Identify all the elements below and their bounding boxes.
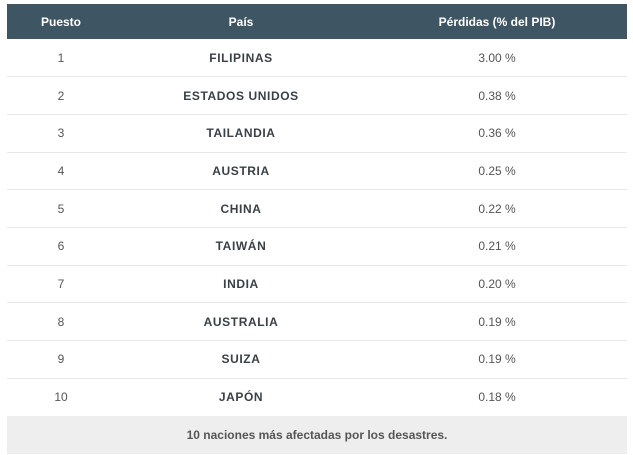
header-country: País	[228, 14, 254, 29]
rank-cell: 2	[57, 88, 65, 103]
rank-cell: 1	[57, 50, 65, 65]
table-body: 1 FILIPINAS 3.00 % 2 ESTADOS UNIDOS 0.38 % 3…	[7, 39, 627, 416]
rank-cell: 5	[57, 201, 65, 216]
table-row: 7 INDIA 0.20 %	[7, 265, 627, 303]
header-rank: Puesto	[40, 14, 81, 29]
country-cell: FILIPINAS	[209, 50, 273, 65]
country-cell: SUIZA	[221, 352, 261, 367]
country-cell: TAILANDIA	[206, 126, 276, 141]
loss-cell: 0.21 %	[478, 239, 516, 254]
loss-cell: 0.18 %	[478, 390, 516, 405]
loss-cell: 3.00 %	[478, 50, 516, 65]
table-row: 4 AUSTRIA 0.25 %	[7, 152, 627, 190]
rank-cell: 8	[57, 314, 65, 329]
table-row: 1 FILIPINAS 3.00 %	[7, 39, 627, 77]
country-cell: ESTADOS UNIDOS	[183, 88, 299, 103]
table-row: 2 ESTADOS UNIDOS 0.38 %	[7, 77, 627, 115]
table-row: 5 CHINA 0.22 %	[7, 190, 627, 228]
table-header: Puesto País Pérdidas (% del PIB)	[7, 4, 627, 39]
table-caption: 10 naciones más afectadas por los desast…	[7, 415, 627, 454]
country-cell: INDIA	[223, 276, 259, 291]
loss-cell: 0.20 %	[478, 276, 516, 291]
table-row: 9 SUIZA 0.19 %	[7, 341, 627, 379]
rank-cell: 3	[57, 126, 65, 141]
country-cell: AUSTRALIA	[203, 314, 279, 329]
loss-cell: 0.25 %	[478, 163, 516, 178]
rank-cell: 9	[57, 352, 65, 367]
country-cell: JAPÓN	[218, 390, 264, 405]
table-row: 3 TAILANDIA 0.36 %	[7, 114, 627, 153]
loss-cell: 0.38 %	[478, 88, 516, 103]
rank-cell: 10	[54, 390, 68, 405]
country-cell: CHINA	[220, 201, 262, 216]
loss-cell: 0.19 %	[478, 314, 516, 329]
loss-cell: 0.36 %	[478, 126, 516, 141]
loss-cell: 0.19 %	[478, 352, 516, 367]
loss-cell: 0.22 %	[478, 201, 516, 216]
country-cell: AUSTRIA	[212, 163, 270, 178]
rank-cell: 7	[57, 276, 65, 291]
header-loss: Pérdidas (% del PIB)	[438, 14, 556, 29]
rank-cell: 4	[57, 163, 65, 178]
rank-cell: 6	[57, 239, 65, 254]
ranking-table-container: Puesto País Pérdidas (% del PIB) 1 FILIPI…	[7, 4, 627, 454]
table-row: 10 JAPÓN 0.18 %	[7, 378, 627, 416]
ranking-table: Puesto País Pérdidas (% del PIB) 1 FILIPI…	[7, 4, 627, 416]
country-cell: TAIWÁN	[215, 239, 267, 254]
table-row: 6 TAIWÁN 0.21 %	[7, 227, 627, 266]
table-row: 8 AUSTRALIA 0.19 %	[7, 303, 627, 341]
